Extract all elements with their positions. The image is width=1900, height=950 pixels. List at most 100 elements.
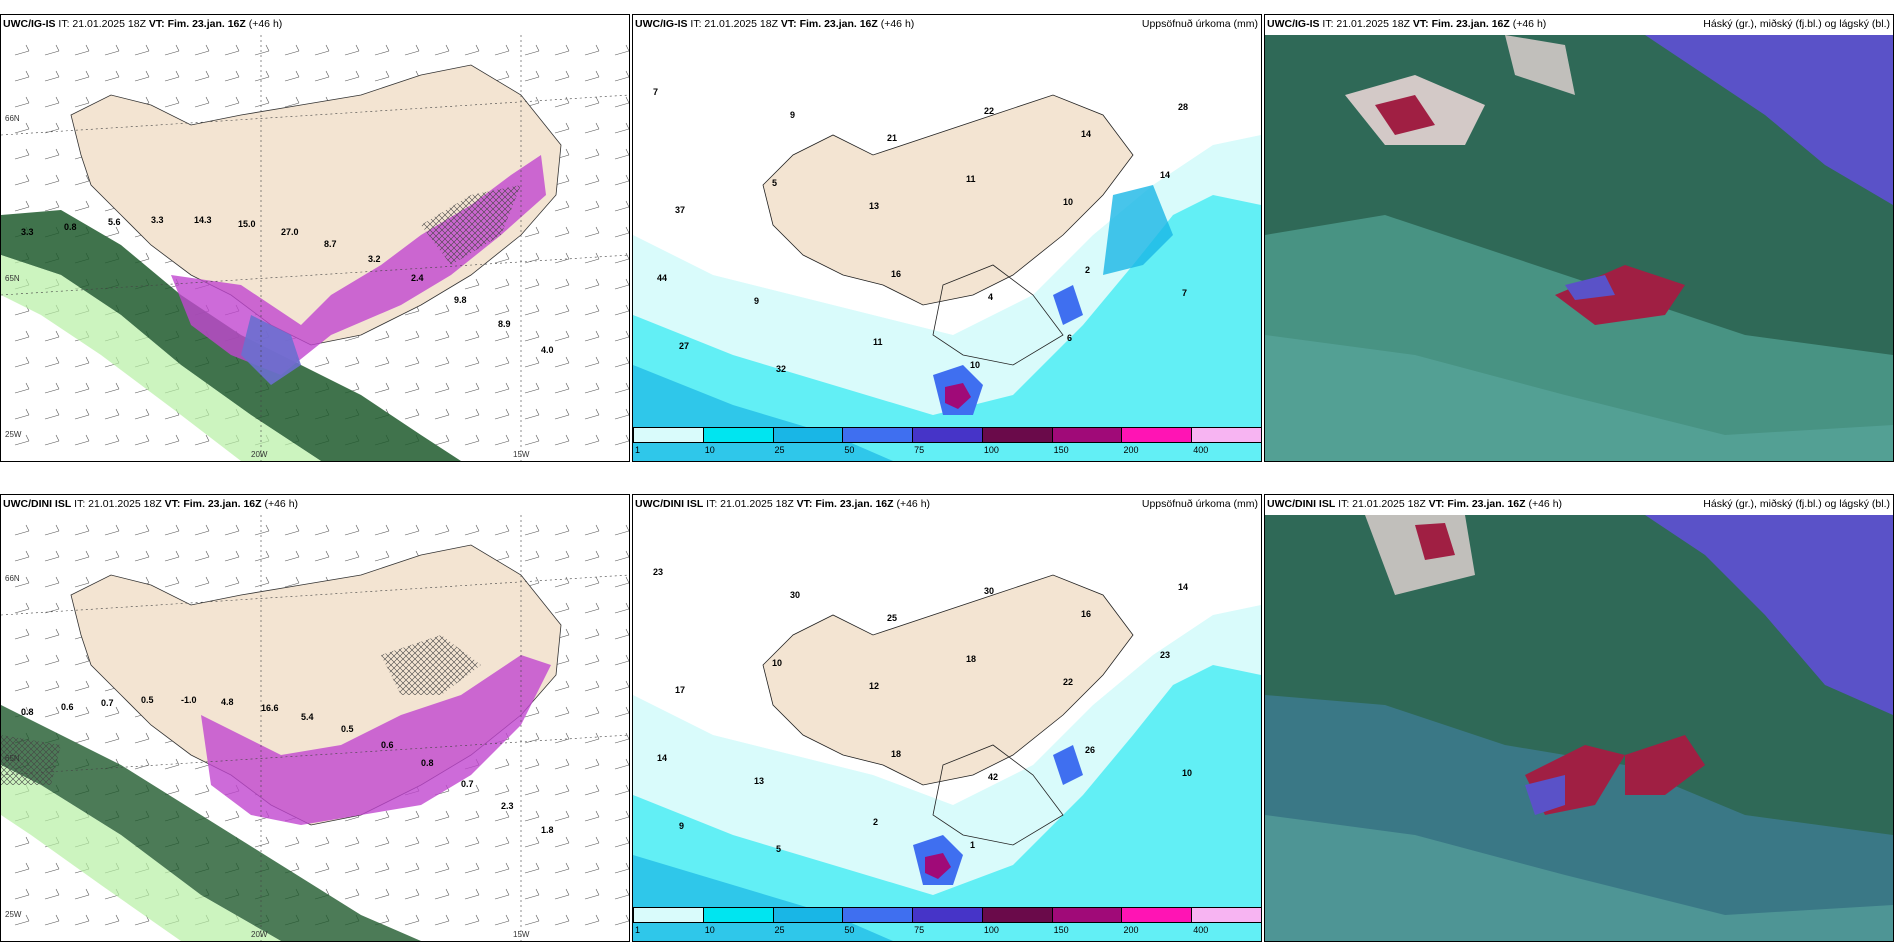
wind-barb [284, 836, 300, 848]
wind-barb [554, 70, 570, 82]
wind-barb [614, 278, 629, 290]
wind-barb [464, 330, 480, 342]
wind-barb [614, 862, 629, 874]
wind-barb [434, 862, 450, 874]
wind-barb [584, 200, 600, 212]
value-label: 9 [679, 821, 684, 831]
wind-barb [614, 758, 629, 770]
wind-barb [434, 330, 450, 342]
wind-barb [524, 836, 540, 848]
wind-barb [554, 784, 570, 796]
wind-barb [584, 96, 600, 108]
wind-barb [554, 862, 570, 874]
wind-barb [224, 44, 240, 56]
value-label: 30 [790, 590, 800, 600]
wind-barb [434, 810, 450, 822]
panel-header: UWC/DINI ISL IT: 21.01.2025 18Z VT: Fim.… [635, 498, 931, 510]
wind-barb [44, 550, 60, 562]
wind-barb [584, 732, 600, 744]
wind-barb [494, 888, 510, 900]
value-label: 22 [984, 106, 994, 116]
wind-barb [374, 862, 390, 874]
value-label: 0.7 [461, 779, 474, 789]
wind-barb [44, 654, 60, 666]
cloud-map [1265, 35, 1893, 461]
wind-barb [44, 680, 60, 692]
value-label: 2.3 [501, 801, 514, 811]
wind-barb [524, 914, 540, 926]
wind-barb [524, 862, 540, 874]
colorbar-tick: 400 [1193, 925, 1209, 935]
wind-barb [44, 434, 60, 446]
wind-barb [134, 408, 150, 420]
lat-label: 65N [5, 754, 20, 763]
value-label: 0.8 [64, 222, 77, 232]
wind-barb [584, 70, 600, 82]
wind-barb [14, 914, 30, 926]
value-label: 18 [966, 654, 976, 664]
wind-barb [554, 914, 570, 926]
wind-barb [524, 784, 540, 796]
wind-barb [434, 836, 450, 848]
wind-barb [344, 888, 360, 900]
panel-header: UWC/DINI ISL IT: 21.01.2025 18Z VT: Fim.… [1267, 498, 1563, 510]
wind-barb [614, 252, 629, 264]
wind-barb [434, 524, 450, 536]
wind-barb [14, 862, 30, 874]
value-label: 27 [679, 341, 689, 351]
value-label: 12 [869, 681, 879, 691]
wind-barb [584, 434, 600, 446]
wind-barb [14, 148, 30, 160]
colorbar-segment [772, 427, 844, 443]
value-label: 44 [657, 273, 667, 283]
value-label: 14 [1160, 170, 1170, 180]
wind-barb [164, 784, 180, 796]
wind-barb [554, 252, 570, 264]
value-label: 14 [1178, 582, 1188, 592]
wind-barb [494, 278, 510, 290]
value-label: 8.7 [324, 239, 337, 249]
wind-barb [164, 434, 180, 446]
wind-barb [134, 70, 150, 82]
wind-barb [404, 888, 420, 900]
wind-barb [44, 70, 60, 82]
wind-barb [254, 70, 270, 82]
wind-barb [554, 304, 570, 316]
wind-barb [554, 732, 570, 744]
wind-barb [584, 784, 600, 796]
colorbar-segment [842, 907, 914, 923]
wind-barb [554, 434, 570, 446]
value-label: 25 [887, 613, 897, 623]
colorbar-tick: 50 [844, 445, 855, 455]
wind-barb [434, 888, 450, 900]
wind-barb [614, 44, 629, 56]
wind-barb [194, 70, 210, 82]
wind-barb [74, 70, 90, 82]
panel-igis-accum: UWC/IG-IS IT: 21.01.2025 18Z VT: Fim. 23… [632, 14, 1262, 462]
lat-label: 65N [5, 274, 20, 283]
colorbar-tick: 10 [704, 445, 715, 455]
accum-precip-map: 23 30 25 30 16 14 17 10 12 18 22 23 14 13 18 42 26 10 9 5 2 1 [633, 515, 1261, 941]
wind-barb [494, 434, 510, 446]
wind-barb [374, 356, 390, 368]
lon-label: 15W [513, 930, 530, 939]
wind-barb [404, 862, 420, 874]
value-label: 7 [1182, 288, 1187, 298]
wind-barb [284, 44, 300, 56]
wind-barb [74, 524, 90, 536]
value-label: 10 [1182, 768, 1192, 778]
wind-barb [494, 810, 510, 822]
wind-barb [524, 810, 540, 822]
lon-label: 25W [5, 430, 22, 439]
wind-barb [524, 226, 540, 238]
wind-barb [524, 330, 540, 342]
wind-barb [194, 784, 210, 796]
wind-barb [44, 96, 60, 108]
wind-barb [494, 70, 510, 82]
wind-barb [44, 382, 60, 394]
wind-barb [464, 862, 480, 874]
wind-barb [104, 408, 120, 420]
wind-barb [554, 602, 570, 614]
wind-barb [314, 836, 330, 848]
